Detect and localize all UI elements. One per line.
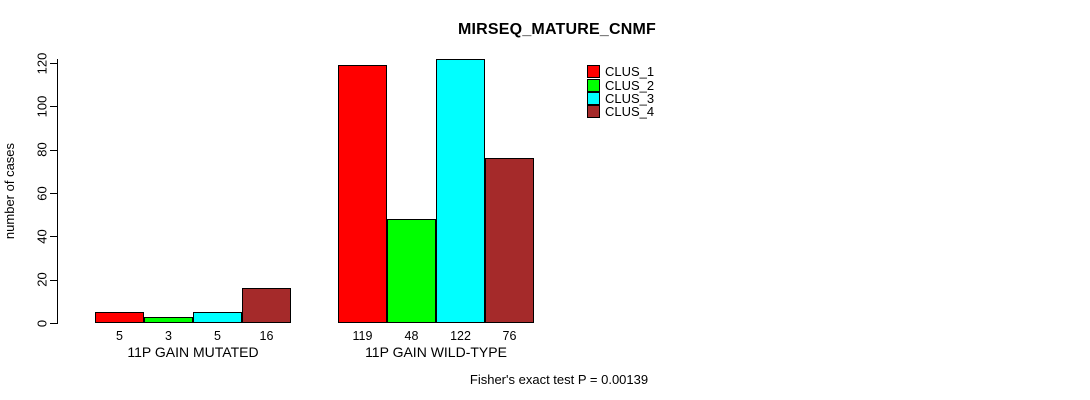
bar-value-label: 76 [502, 329, 517, 343]
bar-value-label: 16 [259, 329, 274, 343]
bar-clus_4-group1 [242, 288, 291, 323]
y-axis-label: number of cases [2, 142, 17, 240]
bar-value-label: 5 [214, 329, 221, 343]
bar-value-label: 5 [116, 329, 123, 343]
y-tick-label: 60 [34, 185, 50, 201]
y-tick-label: 40 [34, 229, 50, 244]
bar-clus_2-group2 [387, 219, 436, 323]
legend-swatch-clus_1 [587, 65, 600, 79]
legend-item-clus_4: CLUS_4 [587, 104, 655, 120]
y-axis-tick [50, 279, 58, 281]
y-axis-tick [50, 149, 58, 151]
legend-item-clus_2: CLUS_2 [587, 77, 655, 93]
y-tick-label: 20 [34, 272, 50, 287]
x-group-label: 11P GAIN WILD-TYPE [365, 344, 507, 360]
legend-label: CLUS_3 [605, 90, 655, 106]
y-axis-tick [50, 193, 58, 194]
legend-item-clus_3: CLUS_3 [587, 90, 655, 106]
legend-swatch-clus_3 [587, 91, 600, 105]
bar-clus_1-group2 [338, 65, 387, 323]
bar-value-label: 122 [450, 329, 471, 343]
y-axis-line [57, 59, 58, 323]
legend-label: CLUS_2 [605, 77, 655, 93]
bar-clus_3-group1 [193, 312, 242, 323]
x-group-label: 11P GAIN MUTATED [127, 344, 259, 360]
y-axis-tick [50, 323, 58, 324]
bar-clus_1-group1 [95, 312, 144, 323]
legend: CLUS_1 CLUS_2 CLUS_3 CLUS_4 [587, 65, 654, 119]
y-tick-label: 100 [34, 95, 50, 118]
legend-label: CLUS_4 [605, 104, 655, 120]
bar-clus_2-group1 [144, 316, 193, 323]
fisher-test-annotation: Fisher's exact test P = 0.00139 [469, 372, 649, 387]
legend-item-clus_1: CLUS_1 [587, 64, 655, 80]
y-tick-label: 80 [34, 142, 50, 157]
chart-title: MIRSEQ_MATURE_CNMF [458, 21, 656, 38]
bar-value-label: 48 [404, 329, 419, 343]
bar-value-label: 119 [352, 329, 373, 343]
bar-clus_4-group2 [485, 158, 534, 323]
legend-label: CLUS_1 [605, 64, 655, 80]
y-axis-tick [50, 63, 58, 64]
y-axis-tick [50, 236, 58, 238]
y-tick-label: 0 [34, 319, 50, 327]
bar-clus_3-group2 [436, 58, 485, 323]
y-axis-tick [50, 106, 58, 108]
legend-swatch-clus_4 [587, 105, 600, 119]
y-tick-label: 120 [34, 52, 50, 74]
bar-value-label: 3 [165, 329, 172, 343]
legend-swatch-clus_2 [587, 78, 600, 92]
